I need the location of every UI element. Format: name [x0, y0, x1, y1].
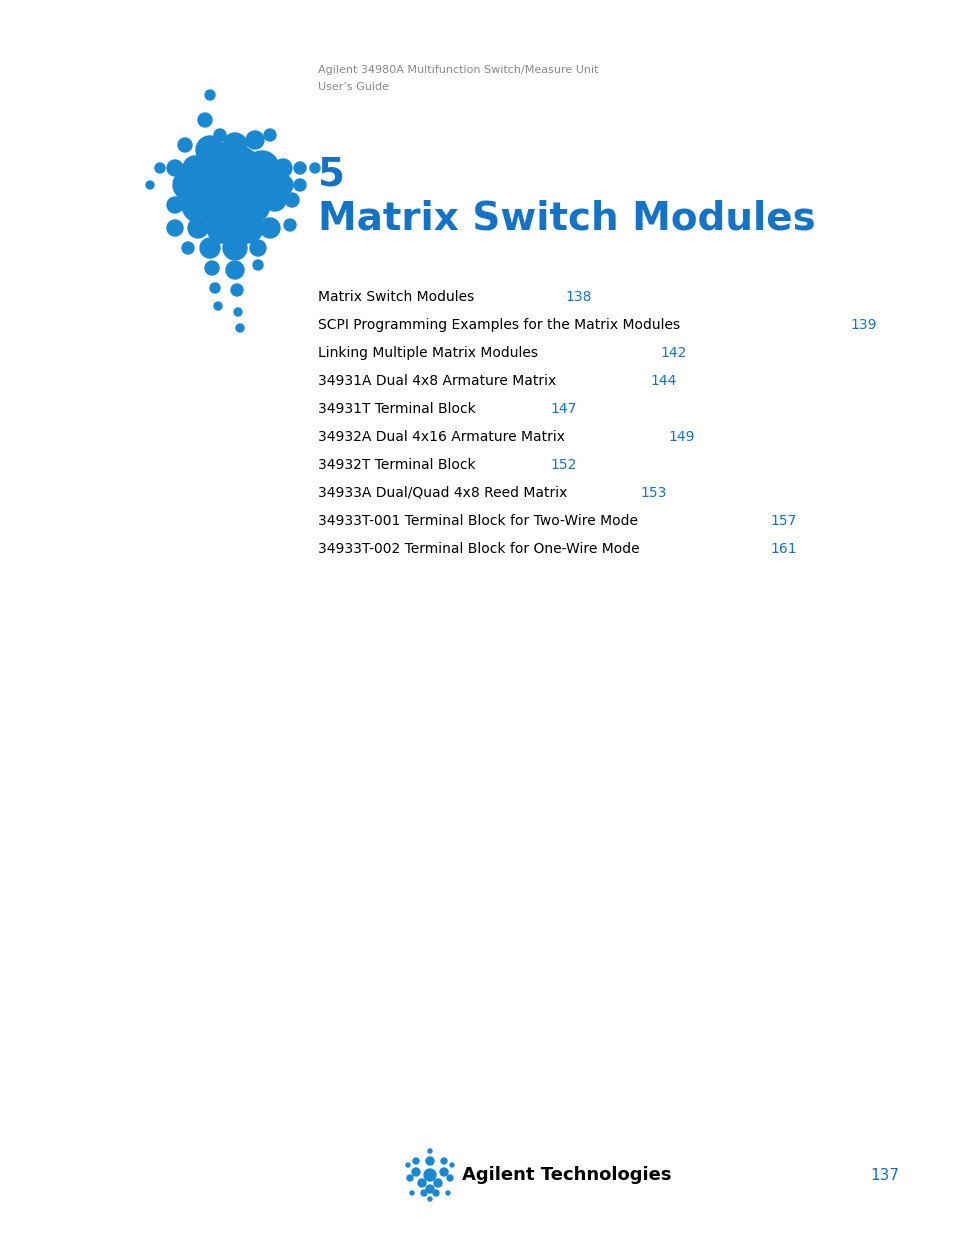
Text: Agilent 34980A Multifunction Switch/Measure Unit: Agilent 34980A Multifunction Switch/Meas… — [317, 65, 598, 75]
Circle shape — [310, 163, 319, 173]
Circle shape — [223, 236, 247, 261]
Circle shape — [205, 90, 214, 100]
Circle shape — [245, 151, 278, 185]
Circle shape — [235, 324, 244, 332]
Circle shape — [195, 136, 224, 164]
Text: 142: 142 — [659, 346, 685, 359]
Circle shape — [240, 165, 280, 205]
Circle shape — [294, 162, 306, 174]
Text: 137: 137 — [869, 1167, 898, 1182]
Text: 34932A Dual 4x16 Armature Matrix: 34932A Dual 4x16 Armature Matrix — [317, 430, 564, 445]
Circle shape — [167, 161, 183, 177]
Circle shape — [183, 156, 207, 180]
Text: 147: 147 — [550, 403, 576, 416]
Circle shape — [198, 112, 212, 127]
Text: 34931T Terminal Block: 34931T Terminal Block — [317, 403, 476, 416]
Circle shape — [226, 261, 244, 279]
Circle shape — [210, 283, 220, 293]
Text: 34931A Dual 4x8 Armature Matrix: 34931A Dual 4x8 Armature Matrix — [317, 374, 556, 388]
Circle shape — [146, 182, 153, 189]
Circle shape — [203, 183, 247, 227]
Circle shape — [233, 212, 263, 243]
Circle shape — [253, 261, 263, 270]
Circle shape — [154, 163, 165, 173]
Circle shape — [446, 1191, 450, 1195]
Text: Linking Multiple Matrix Modules: Linking Multiple Matrix Modules — [317, 346, 537, 359]
Text: 34933T-001 Terminal Block for Two-Wire Mode: 34933T-001 Terminal Block for Two-Wire M… — [317, 514, 638, 529]
Circle shape — [196, 149, 233, 186]
Circle shape — [264, 189, 286, 211]
Circle shape — [182, 242, 193, 254]
Circle shape — [413, 1158, 418, 1165]
Circle shape — [284, 219, 295, 231]
Text: 138: 138 — [564, 290, 591, 304]
Circle shape — [167, 198, 183, 212]
Circle shape — [246, 131, 264, 149]
Circle shape — [213, 128, 226, 141]
Circle shape — [294, 179, 306, 191]
Text: 34933A Dual/Quad 4x8 Reed Matrix: 34933A Dual/Quad 4x8 Reed Matrix — [317, 487, 567, 500]
Text: 34933T-002 Terminal Block for One-Wire Mode: 34933T-002 Terminal Block for One-Wire M… — [317, 542, 639, 556]
Text: 34932T Terminal Block: 34932T Terminal Block — [317, 458, 476, 472]
Circle shape — [410, 1191, 414, 1195]
Circle shape — [273, 175, 293, 195]
Text: User’s Guide: User’s Guide — [317, 82, 389, 91]
Circle shape — [207, 212, 236, 243]
Circle shape — [264, 128, 275, 141]
Circle shape — [190, 163, 233, 207]
Circle shape — [220, 170, 255, 206]
Circle shape — [439, 1168, 448, 1176]
Circle shape — [215, 146, 260, 190]
Text: SCPI Programming Examples for the Matrix Modules: SCPI Programming Examples for the Matrix… — [317, 317, 679, 332]
Circle shape — [167, 220, 183, 236]
Text: 149: 149 — [667, 430, 694, 445]
Circle shape — [428, 1197, 432, 1200]
Text: 5: 5 — [317, 156, 345, 193]
Circle shape — [417, 1179, 426, 1187]
Text: Matrix Switch Modules: Matrix Switch Modules — [317, 290, 474, 304]
Circle shape — [213, 303, 222, 310]
Circle shape — [285, 193, 298, 207]
Circle shape — [434, 1179, 441, 1187]
Circle shape — [274, 159, 292, 177]
Circle shape — [231, 284, 243, 296]
Circle shape — [440, 1158, 447, 1165]
Circle shape — [233, 308, 242, 316]
Text: 144: 144 — [649, 374, 676, 388]
Circle shape — [406, 1163, 410, 1167]
Circle shape — [447, 1174, 453, 1181]
Circle shape — [426, 1157, 434, 1165]
Text: 153: 153 — [639, 487, 666, 500]
Circle shape — [426, 1186, 434, 1193]
Circle shape — [260, 219, 280, 238]
Circle shape — [250, 240, 266, 256]
Text: 157: 157 — [769, 514, 796, 529]
Circle shape — [433, 1191, 438, 1195]
Circle shape — [420, 1191, 427, 1195]
Circle shape — [205, 261, 219, 275]
Circle shape — [428, 1149, 432, 1153]
Text: Agilent Technologies: Agilent Technologies — [461, 1166, 671, 1184]
Circle shape — [178, 138, 192, 152]
Circle shape — [233, 186, 270, 224]
Circle shape — [423, 1170, 436, 1181]
Circle shape — [182, 186, 218, 224]
Text: 139: 139 — [849, 317, 876, 332]
Circle shape — [407, 1174, 413, 1181]
Circle shape — [412, 1168, 419, 1176]
Text: 161: 161 — [769, 542, 796, 556]
Circle shape — [188, 219, 208, 238]
Circle shape — [450, 1163, 454, 1167]
Text: Matrix Switch Modules: Matrix Switch Modules — [317, 200, 815, 238]
Circle shape — [200, 238, 220, 258]
Circle shape — [223, 133, 247, 157]
Circle shape — [172, 170, 203, 200]
Text: 152: 152 — [550, 458, 576, 472]
